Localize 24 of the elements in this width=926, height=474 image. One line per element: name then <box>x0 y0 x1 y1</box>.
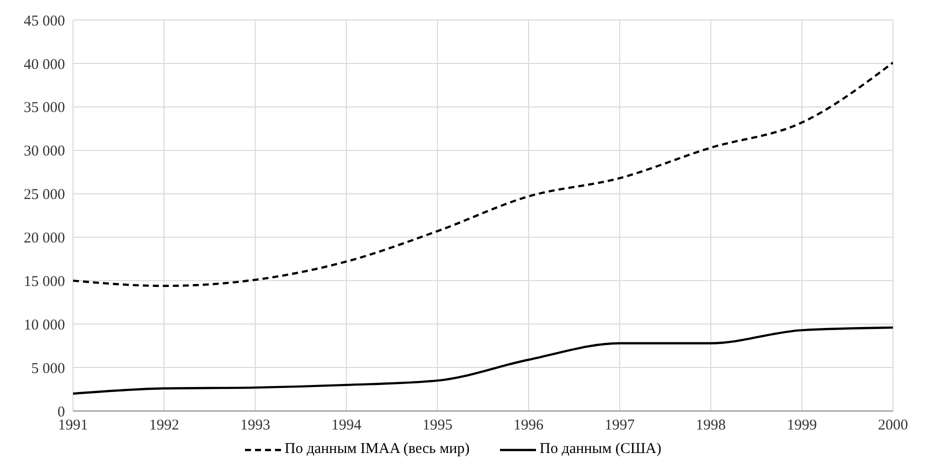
legend-label: По данным IMAA (весь мир) <box>284 441 470 458</box>
y-tick-label: 10 000 <box>24 317 65 334</box>
y-tick-label: 40 000 <box>24 56 65 73</box>
y-tick-label: 20 000 <box>24 230 65 247</box>
y-tick-label: 35 000 <box>24 100 65 116</box>
y-tick-label: 30 000 <box>24 144 65 160</box>
x-tick-label: 1996 <box>514 418 544 434</box>
y-tick-label: 0 <box>58 404 65 420</box>
x-tick-label: 1998 <box>696 418 726 434</box>
x-tick-label: 2000 <box>878 418 908 434</box>
y-tick-label: 45 000 <box>24 13 65 30</box>
line-series <box>73 61 893 287</box>
legend-label: По данным (США) <box>538 441 662 458</box>
x-tick-label: 1991 <box>58 418 88 434</box>
x-tick-label: 1994 <box>331 418 362 434</box>
x-tick-label: 1995 <box>422 418 452 434</box>
y-tick-label: 5 000 <box>31 360 65 377</box>
line-series <box>73 326 893 395</box>
x-tick-label: 1997 <box>604 418 636 434</box>
x-tick-label: 1992 <box>149 418 180 434</box>
x-tick-label: 1993 <box>240 418 270 434</box>
x-tick-label: 1999 <box>786 418 817 434</box>
y-tick-label: 15 000 <box>24 274 65 290</box>
y-tick-label: 25 000 <box>24 187 65 204</box>
